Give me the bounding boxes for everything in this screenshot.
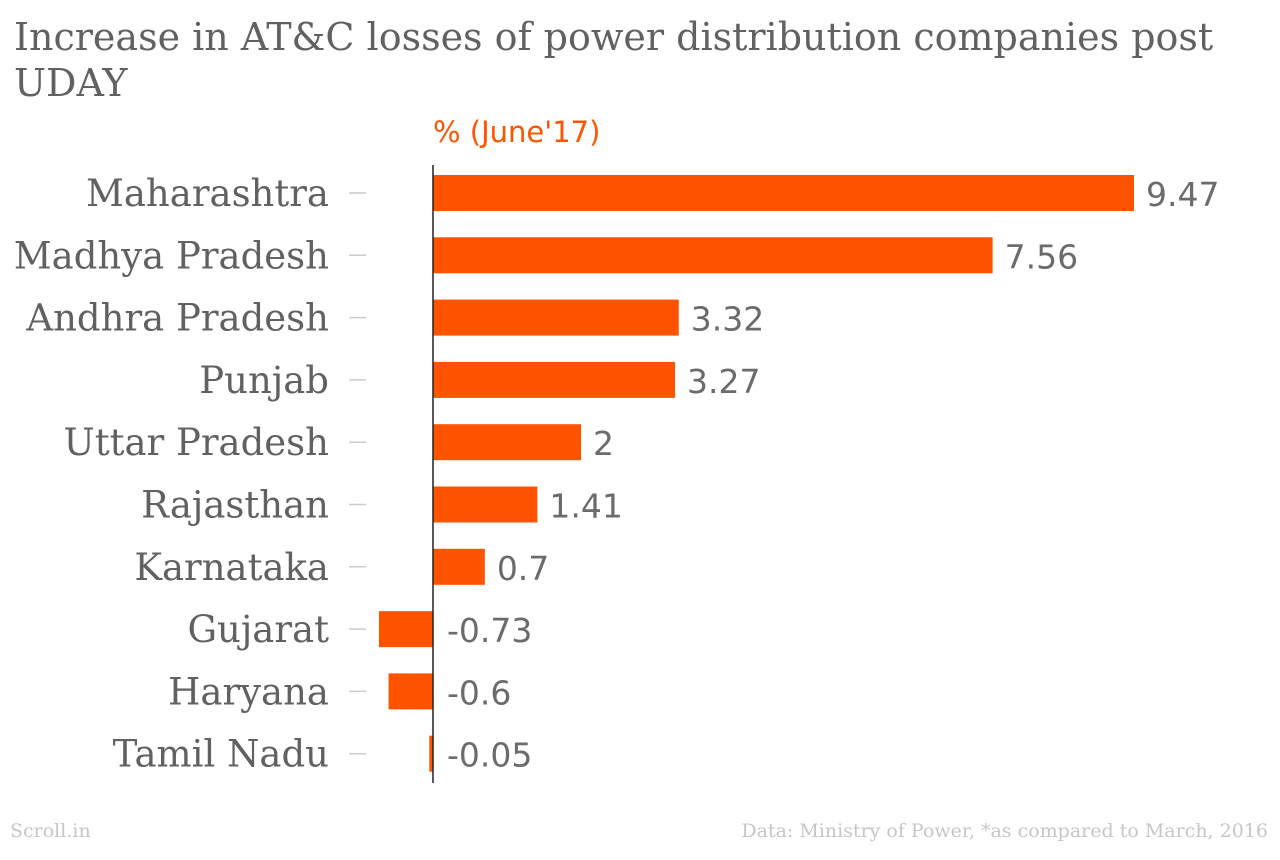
value-label: 7.56: [1005, 237, 1078, 276]
category-label: Maharashtra: [86, 172, 329, 215]
value-label: 3.32: [691, 300, 764, 339]
value-label: 9.47: [1146, 175, 1219, 214]
bar: [388, 673, 433, 710]
category-label: Uttar Pradesh: [64, 421, 329, 464]
value-label: 1.41: [549, 487, 622, 526]
category-label: Tamil Nadu: [113, 733, 329, 776]
value-label: 3.27: [687, 362, 760, 401]
bar: [378, 611, 433, 648]
bar: [433, 237, 993, 274]
category-label: Punjab: [199, 359, 329, 402]
value-label: -0.73: [447, 611, 532, 650]
value-label: -0.05: [447, 736, 532, 775]
value-label: -0.6: [447, 673, 511, 712]
category-label: Gujarat: [187, 608, 329, 651]
category-label: Madhya Pradesh: [14, 234, 329, 277]
bar: [433, 299, 679, 336]
category-label: Rajasthan: [141, 484, 329, 527]
category-label: Andhra Pradesh: [25, 297, 329, 340]
category-label: Haryana: [168, 670, 329, 713]
chart-title: Increase in AT&C losses of power distrib…: [14, 15, 1214, 105]
footer-credit: Scroll.in: [10, 820, 91, 842]
bar: [433, 361, 676, 398]
series-label: % (June'17): [433, 115, 600, 149]
bar: [433, 548, 485, 585]
bar: [433, 175, 1134, 211]
bar: [433, 486, 538, 523]
value-label: 0.7: [497, 549, 549, 588]
bar: [433, 424, 582, 461]
footer-source-note: Data: Ministry of Power, *as compared to…: [741, 820, 1268, 842]
bar: [429, 735, 433, 772]
category-label: Karnataka: [134, 546, 329, 589]
value-label: 2: [593, 424, 614, 463]
